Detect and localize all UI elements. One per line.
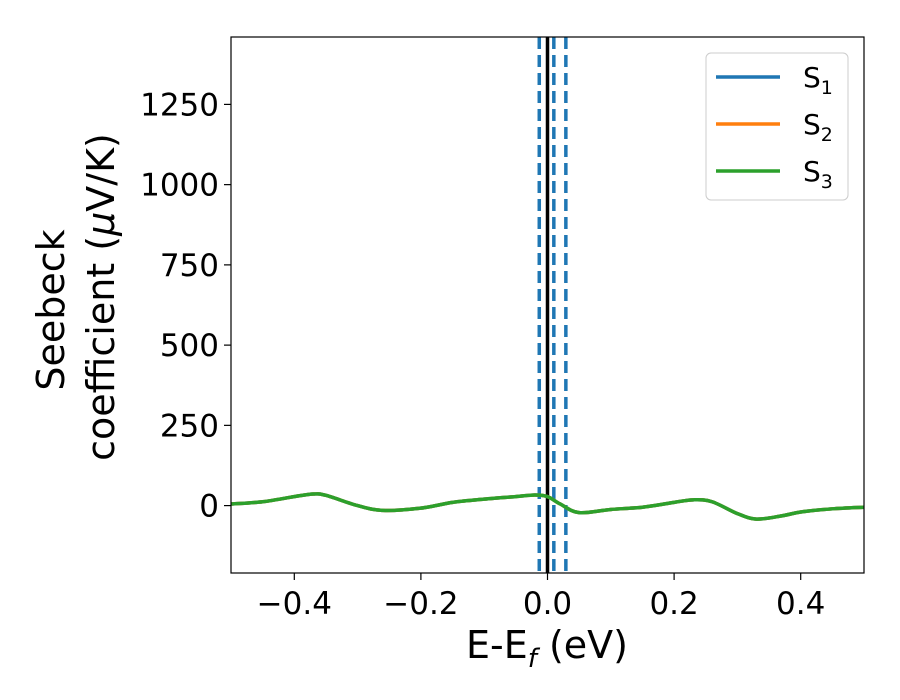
y-tick-label: 250: [160, 408, 219, 444]
legend-label: S3: [803, 155, 833, 193]
y-axis-label: Seebeck coefficient (μV/K): [29, 133, 123, 461]
legend-label: S1: [803, 61, 833, 99]
y-tick-label: 0: [199, 489, 219, 525]
series-lines: [231, 492, 864, 521]
x-axis-label: E-Ef (eV): [466, 623, 628, 674]
x-tick-label: −0.2: [383, 586, 458, 622]
legend-item-s3: S3: [716, 155, 833, 193]
y-tick-label: 750: [160, 248, 219, 284]
x-tick-label: 0.4: [776, 586, 825, 622]
y-tick-label: 500: [160, 328, 219, 364]
x-tick-label: 0.0: [523, 586, 572, 622]
y-axis-label-line1: Seebeck: [29, 229, 73, 390]
y-tick-label: 1250: [140, 87, 219, 123]
legend: S1 S2 S3: [705, 52, 849, 201]
legend-item-s2: S2: [716, 108, 833, 146]
y-axis-label-line2: coefficient (μV/K): [79, 133, 123, 461]
x-tick-label: 0.2: [649, 586, 698, 622]
y-axis-ticks: 0 250 500 750 1000 1250: [140, 87, 231, 525]
x-axis-label-unit: (eV): [537, 623, 628, 667]
legend-label: S2: [803, 108, 833, 146]
legend-item-s1: S1: [716, 61, 833, 99]
x-tick-label: −0.4: [257, 586, 332, 622]
y-tick-label: 1000: [140, 168, 219, 204]
legend-box: [705, 52, 849, 201]
x-axis-ticks: −0.4 −0.2 0.0 0.2 0.4: [257, 573, 825, 622]
series-line-s3: [231, 492, 864, 521]
vertical-reference-lines: [537, 37, 568, 573]
